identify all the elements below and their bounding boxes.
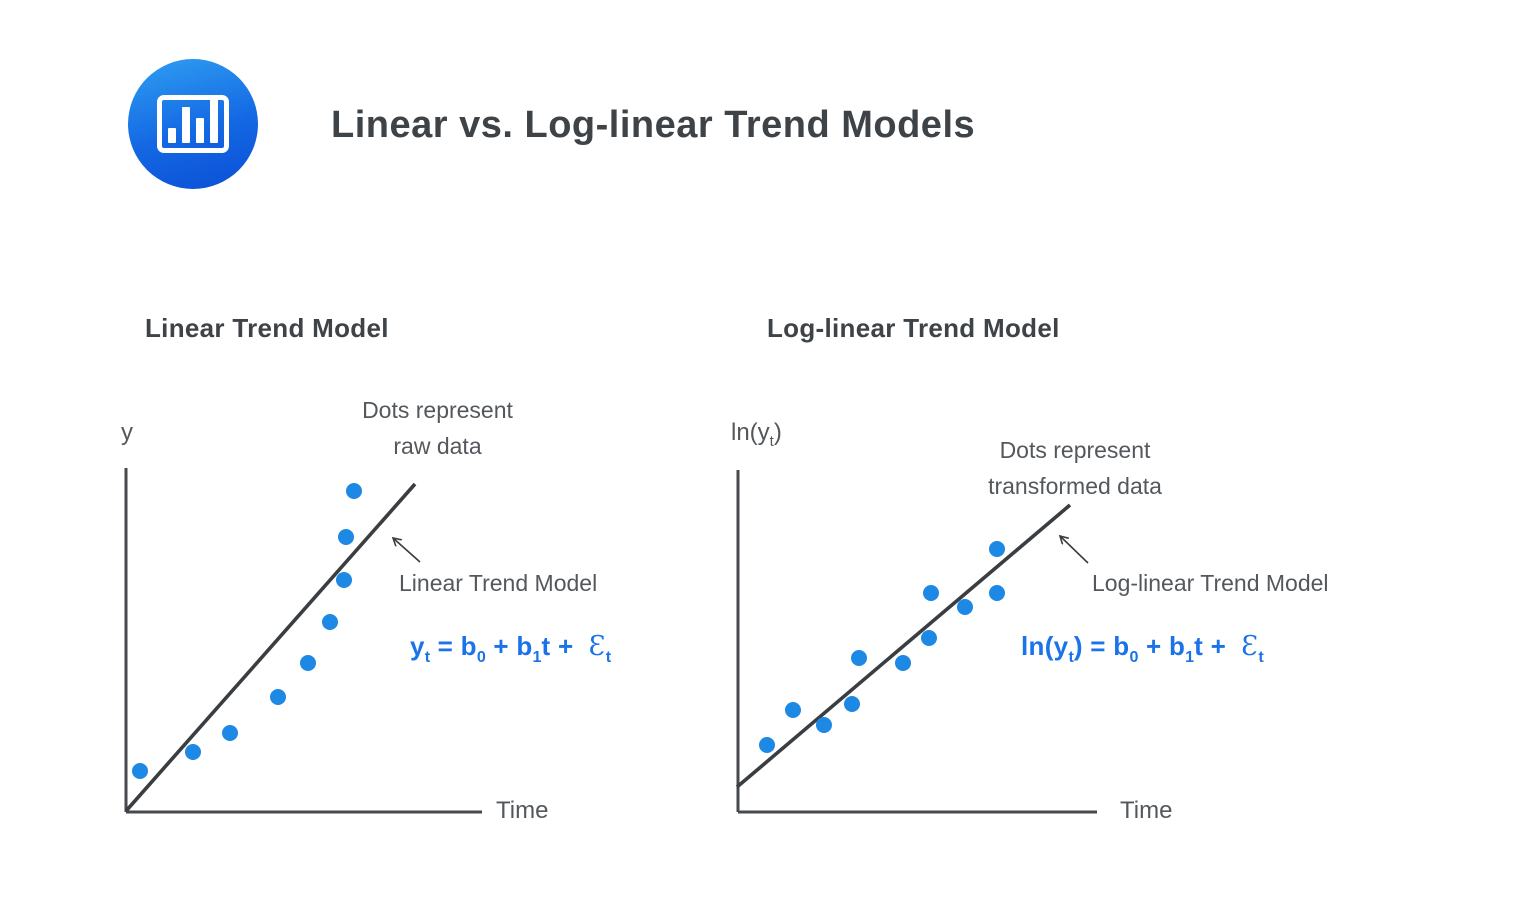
formula-term: ln(y <box>731 419 770 446</box>
linear-x-axis-label: Time <box>496 797 549 824</box>
formula-subscript: t <box>769 434 774 451</box>
data-point <box>895 655 911 671</box>
data-point <box>989 585 1005 601</box>
formula-term: ) <box>773 419 782 446</box>
bar-chart-icon-bar <box>196 118 204 143</box>
linear-trend-formula: yt = b0 + b1t + Ɛt <box>410 631 611 666</box>
data-point <box>270 689 286 705</box>
log-linear-dots-note: Dots represent transformed data <box>925 432 1225 504</box>
formula-subscript: t <box>1258 647 1264 666</box>
data-point <box>957 599 973 615</box>
formula-subscript: t <box>424 647 431 666</box>
linear-dots-note-line2: raw data <box>393 433 482 459</box>
log-linear-x-axis-label: Time <box>1120 797 1173 824</box>
trend-line <box>124 482 417 813</box>
data-point <box>132 763 148 779</box>
data-point <box>338 529 354 545</box>
formula-term: ) = b <box>1073 631 1130 661</box>
formula-term: = b <box>430 631 477 661</box>
data-point <box>921 630 937 646</box>
data-point <box>844 696 860 712</box>
formula-subscript: t <box>605 647 612 666</box>
data-point <box>759 737 775 753</box>
data-point <box>322 614 338 630</box>
trend-line <box>735 503 1072 789</box>
linear-dots-note: Dots represent raw data <box>300 392 575 464</box>
formula-term: y <box>410 631 425 661</box>
pointer-arrow <box>393 538 421 563</box>
formula-subscript: 1 <box>532 647 542 666</box>
data-point <box>300 655 316 671</box>
epsilon-symbol: Ɛ <box>1241 631 1259 662</box>
data-point <box>816 717 832 733</box>
data-point <box>785 702 801 718</box>
page-title: Linear vs. Log-linear Trend Models <box>331 104 976 146</box>
bar-chart-icon-bar <box>168 128 176 143</box>
data-point <box>923 585 939 601</box>
data-point <box>336 572 352 588</box>
linear-dots-note-line1: Dots represent <box>362 397 513 423</box>
log-linear-y-axis-label: ln(yt) <box>731 419 782 451</box>
bar-chart-icon-frame <box>157 95 229 153</box>
log-linear-trend-line-label: Log-linear Trend Model <box>1092 570 1329 596</box>
formula-subscript: 1 <box>1185 647 1195 666</box>
formula-term: t + <box>541 631 589 661</box>
epsilon-symbol: Ɛ <box>588 631 606 662</box>
linear-y-axis-label: y <box>121 419 133 446</box>
linear-trend-line-label: Linear Trend Model <box>399 570 598 596</box>
data-point <box>185 744 201 760</box>
bar-chart-icon-bar <box>182 107 190 143</box>
data-point <box>346 483 362 499</box>
data-point <box>222 725 238 741</box>
log-linear-trend-chart-canvas <box>735 470 1097 814</box>
pointer-arrow <box>1060 536 1089 564</box>
bar-chart-icon-bar <box>210 99 218 143</box>
bar-chart-icon <box>128 59 258 189</box>
formula-subscript: 0 <box>1129 647 1139 666</box>
data-point <box>989 541 1005 557</box>
formula-term: + b <box>1138 631 1186 661</box>
log-linear-dots-note-line2: transformed data <box>988 473 1162 499</box>
formula-term: + b <box>485 631 533 661</box>
log-linear-trend-formula: ln(yt) = b0 + b1t + Ɛt <box>1021 631 1264 666</box>
formula-term: ln(y <box>1021 631 1069 661</box>
data-point <box>851 650 867 666</box>
formula-term: t + <box>1194 631 1242 661</box>
formula-subscript: 0 <box>476 647 486 666</box>
log-linear-dots-note-line1: Dots represent <box>999 437 1151 463</box>
linear-panel-title: Linear Trend Model <box>145 313 389 343</box>
linear-trend-chart-canvas <box>124 468 482 814</box>
formula-subscript: t <box>1068 647 1074 666</box>
log-linear-panel-title: Log-linear Trend Model <box>767 313 1060 343</box>
